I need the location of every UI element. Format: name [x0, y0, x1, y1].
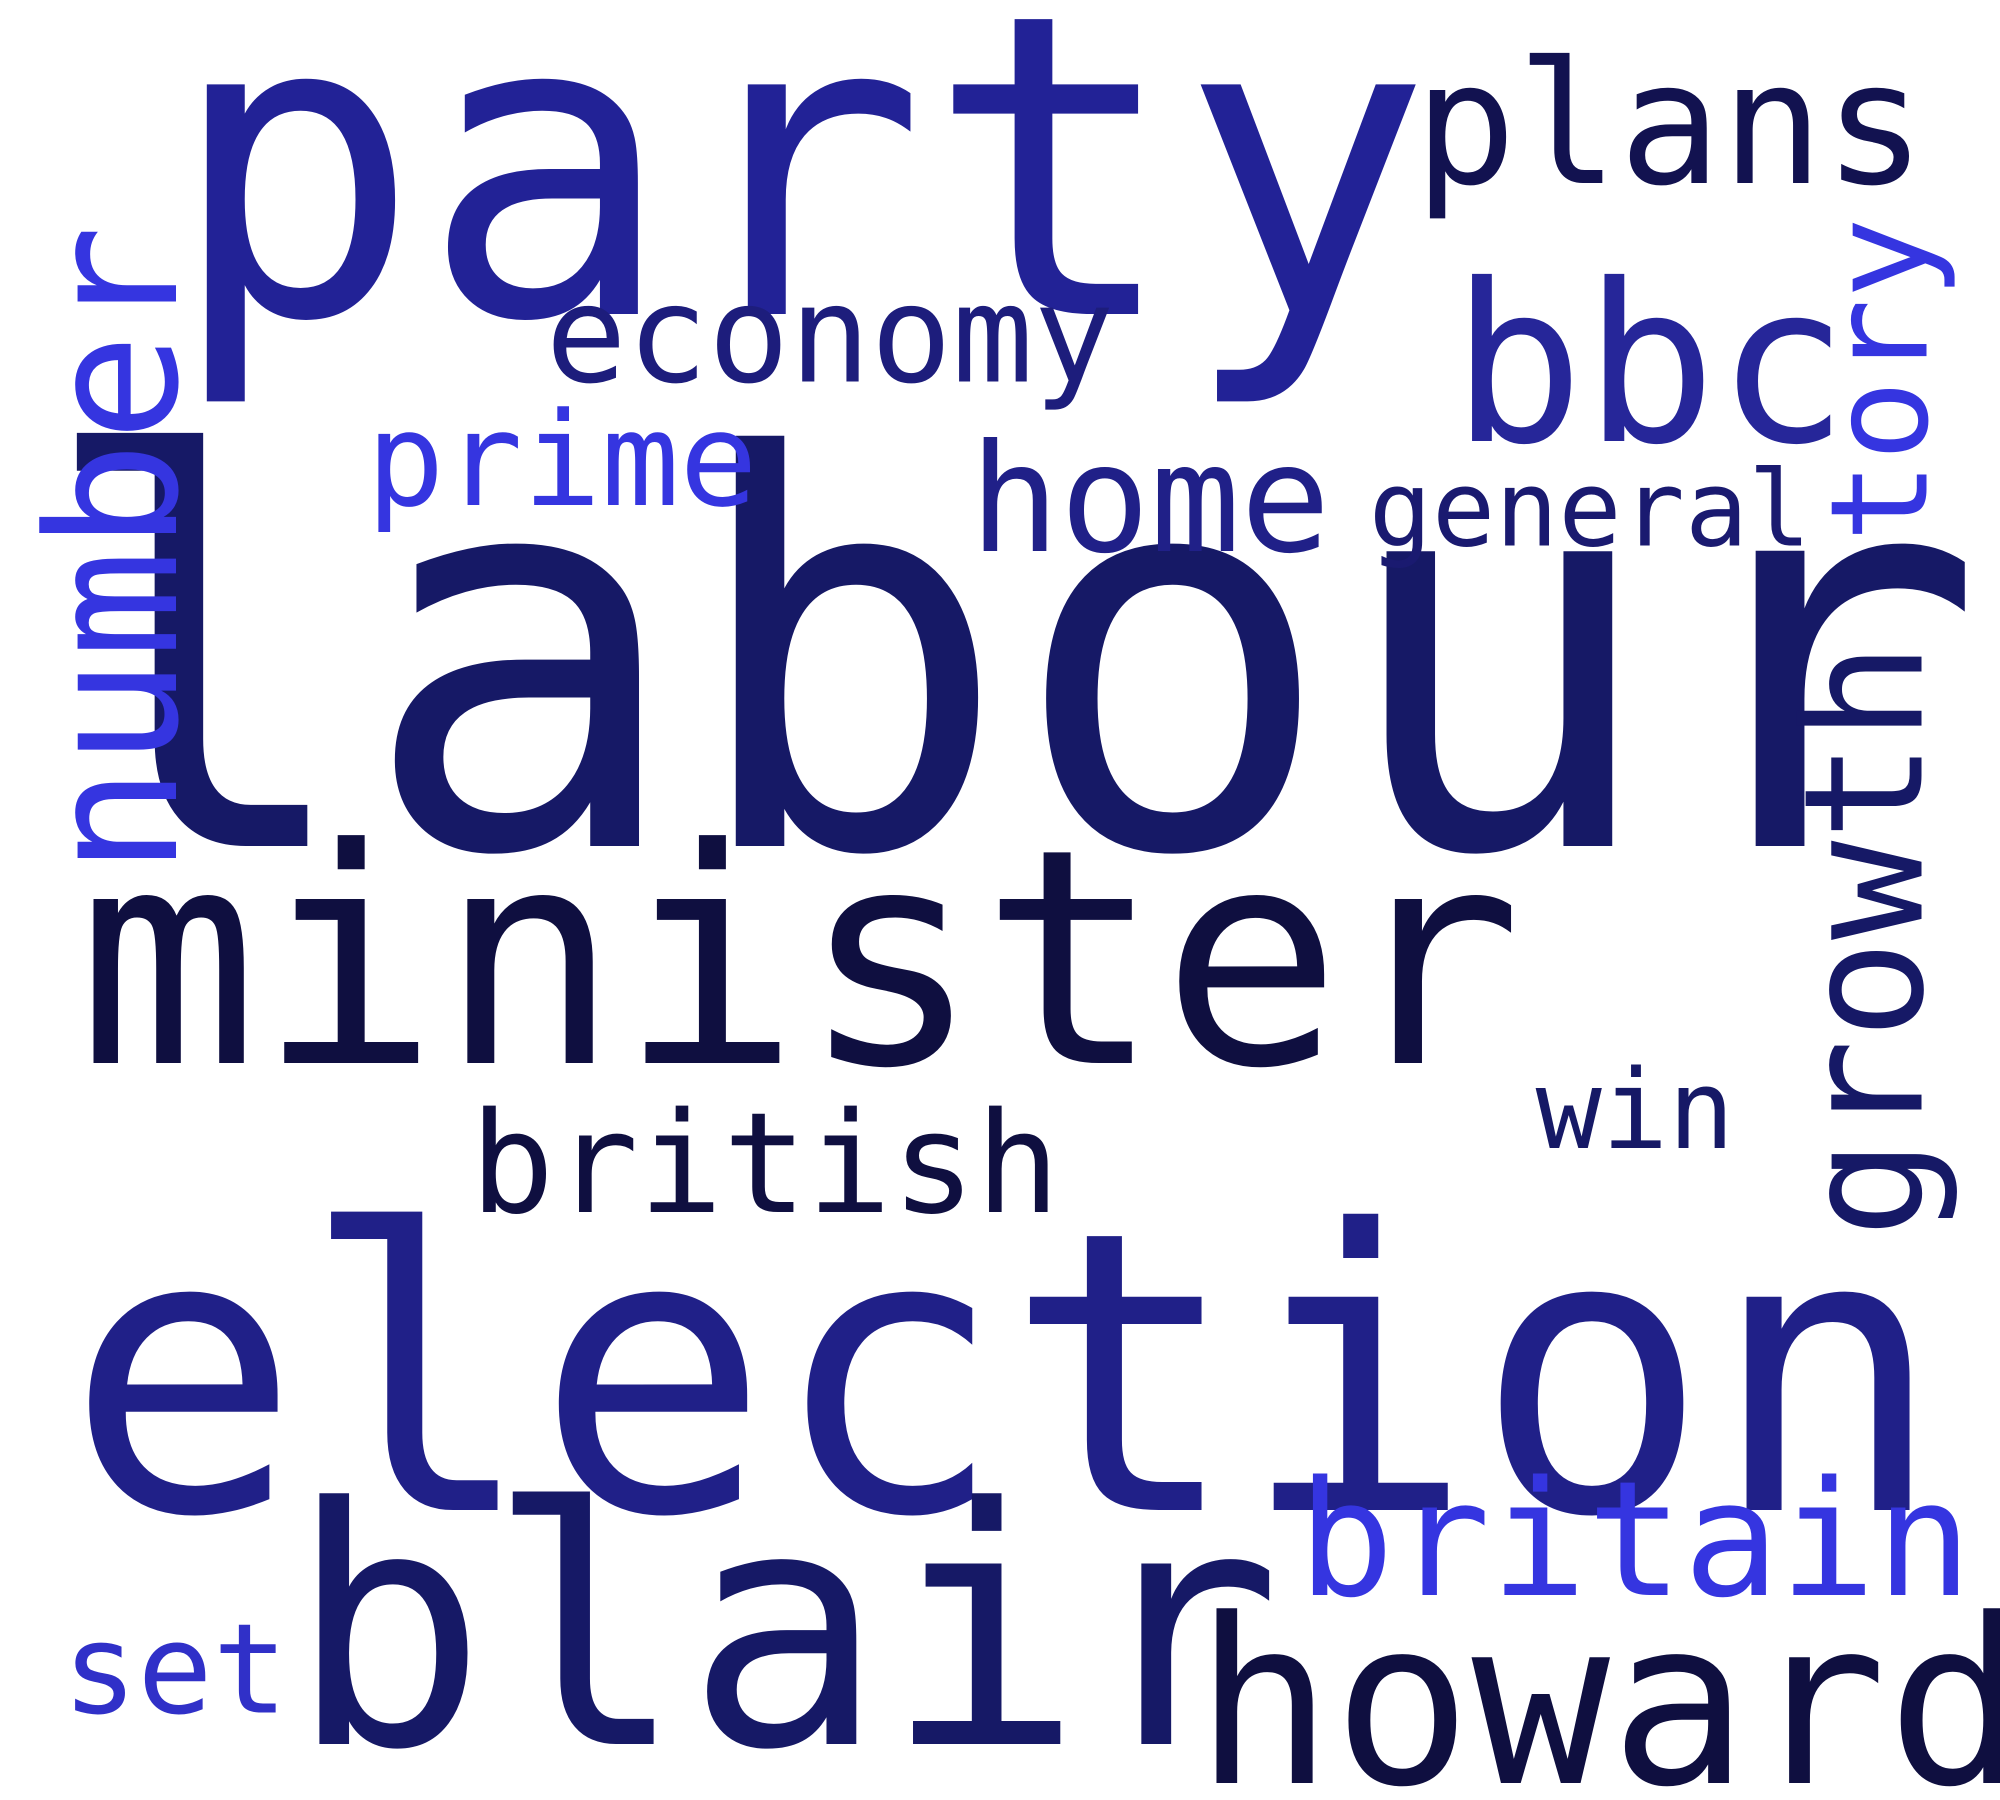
- word-minister: minister: [77, 785, 1523, 1134]
- word-plans: plans: [1414, 26, 1926, 224]
- word-britain: britain: [1297, 1446, 1973, 1633]
- word-home: home: [969, 413, 1331, 587]
- word-tory: tory: [1801, 217, 1959, 543]
- word-labour: labour: [34, 346, 1986, 974]
- word-set: set: [62, 1597, 288, 1743]
- word-number: number: [10, 224, 219, 876]
- word-general: general: [1368, 448, 1812, 571]
- word-prime: prime: [366, 384, 758, 536]
- word-party: party: [167, 0, 1433, 414]
- word-blair: blair: [288, 1438, 1282, 1800]
- word-election: election: [65, 1148, 1945, 1602]
- word-economy: economy: [545, 256, 1115, 414]
- word-growth: growth: [1768, 641, 1961, 1239]
- word-howard: howard: [1194, 1571, 2000, 1800]
- word-bbc: bbc: [1451, 237, 1849, 493]
- word-british: british: [469, 1083, 1061, 1246]
- word-win: win: [1535, 1046, 1735, 1174]
